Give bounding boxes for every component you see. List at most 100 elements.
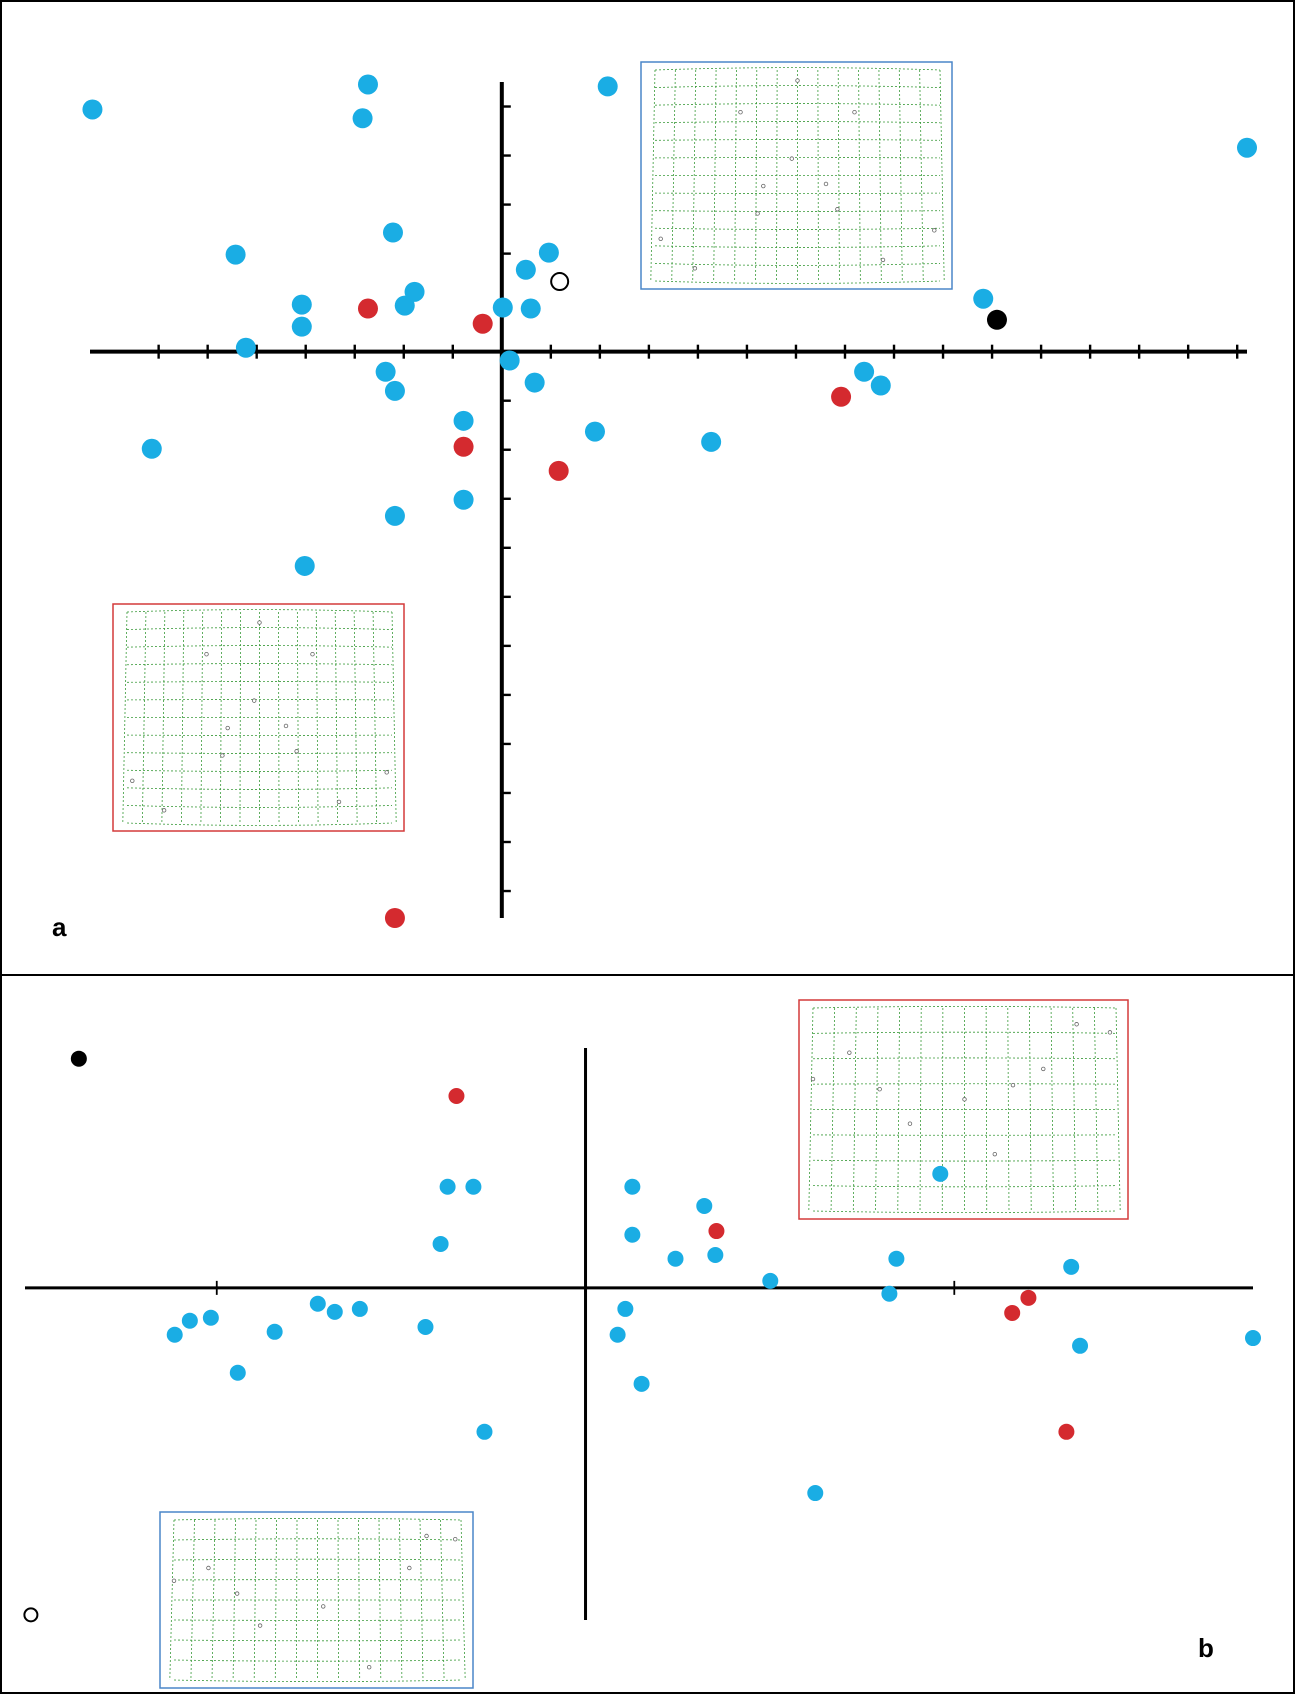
data-point bbox=[986, 309, 1007, 330]
inset-grid bbox=[830, 1007, 836, 1212]
data-point bbox=[351, 1300, 368, 1317]
data-point bbox=[141, 438, 162, 459]
data-point bbox=[448, 1087, 465, 1104]
data-point bbox=[1245, 1330, 1261, 1347]
data-point bbox=[465, 1178, 482, 1195]
inset-grid bbox=[173, 1639, 462, 1642]
data-point bbox=[888, 1250, 905, 1267]
data-point bbox=[520, 298, 541, 319]
panel-label: a bbox=[52, 912, 67, 942]
data-point bbox=[375, 361, 396, 382]
data-point bbox=[831, 386, 852, 407]
inset-landmark bbox=[336, 799, 342, 805]
data-point bbox=[584, 421, 605, 442]
inset-landmark bbox=[225, 725, 230, 731]
inset-grid bbox=[654, 67, 941, 71]
inset-grid bbox=[296, 611, 299, 824]
inset-landmark bbox=[847, 1050, 852, 1055]
inset-landmark bbox=[366, 1664, 372, 1670]
inset-landmark bbox=[424, 1533, 429, 1539]
inset-grid bbox=[173, 1518, 462, 1521]
data-point bbox=[202, 1309, 219, 1326]
inset-grid bbox=[315, 611, 319, 824]
inset-grid bbox=[919, 69, 924, 282]
data-point bbox=[82, 99, 103, 120]
data-point bbox=[550, 272, 570, 292]
inset-grid bbox=[654, 121, 941, 124]
data-point bbox=[707, 1247, 724, 1264]
data-point bbox=[1020, 1289, 1037, 1306]
data-point bbox=[762, 1272, 779, 1289]
inset-landmark bbox=[823, 181, 829, 187]
data-point bbox=[633, 1375, 650, 1392]
inset-landmark bbox=[234, 1591, 240, 1596]
data-point bbox=[432, 1235, 449, 1252]
inset-grid bbox=[460, 1519, 466, 1681]
inset-landmark bbox=[761, 183, 766, 189]
data-point bbox=[357, 298, 378, 319]
inset-landmark bbox=[130, 778, 135, 783]
inset-grid bbox=[126, 805, 393, 808]
inset-grid bbox=[126, 663, 393, 666]
inset-landmark bbox=[220, 753, 225, 758]
inset-grid bbox=[399, 1519, 403, 1681]
inset-grid bbox=[654, 139, 941, 141]
inset-landmark bbox=[384, 770, 389, 775]
inset-grid bbox=[654, 227, 941, 230]
data-point bbox=[23, 1607, 39, 1623]
data-point bbox=[548, 460, 569, 481]
inset-grid bbox=[919, 1007, 922, 1212]
inset-grid bbox=[654, 280, 941, 284]
inset-landmark bbox=[206, 1565, 211, 1571]
inset-landmark bbox=[1041, 1066, 1046, 1072]
data-point bbox=[492, 297, 513, 318]
data-point bbox=[932, 1165, 949, 1182]
inset-grid bbox=[200, 611, 204, 824]
data-point bbox=[667, 1250, 684, 1267]
data-point bbox=[394, 295, 415, 316]
inset-grid bbox=[419, 1519, 424, 1681]
inset-grid bbox=[939, 69, 945, 282]
inset-landmark bbox=[880, 257, 886, 263]
data-point bbox=[472, 313, 493, 334]
data-point bbox=[166, 1326, 183, 1343]
inset-grid bbox=[278, 611, 280, 824]
data-point bbox=[807, 1485, 824, 1502]
inset-landmark bbox=[852, 109, 857, 115]
inset-grid bbox=[126, 752, 393, 754]
data-point bbox=[538, 242, 559, 263]
inset-landmark bbox=[294, 749, 299, 754]
inset-grid bbox=[692, 69, 697, 282]
inset-landmark bbox=[810, 1076, 816, 1082]
inset-landmark bbox=[283, 723, 289, 729]
inset-landmark bbox=[795, 78, 800, 83]
data-point bbox=[384, 380, 405, 401]
inset-grid bbox=[654, 103, 941, 106]
inset-landmark bbox=[962, 1097, 967, 1102]
inset-landmark bbox=[321, 1604, 326, 1609]
data-point bbox=[597, 76, 618, 97]
data-point bbox=[476, 1423, 493, 1440]
inset-landmark bbox=[907, 1121, 913, 1126]
data-point bbox=[384, 908, 405, 928]
inset-grid bbox=[169, 1519, 175, 1681]
data-point bbox=[384, 505, 405, 526]
inset-grid bbox=[654, 263, 941, 266]
inset-landmark bbox=[692, 266, 698, 271]
data-point bbox=[382, 222, 403, 243]
inset-landmark bbox=[161, 808, 167, 813]
data-point bbox=[291, 294, 312, 315]
inset-grid bbox=[126, 769, 393, 772]
panel-label: b bbox=[1198, 1633, 1214, 1663]
data-point bbox=[1237, 137, 1257, 158]
inset-landmark bbox=[1074, 1022, 1079, 1027]
data-point bbox=[609, 1326, 626, 1343]
data-point bbox=[1063, 1258, 1080, 1275]
inset-landmark bbox=[932, 228, 937, 233]
data-point bbox=[229, 1364, 246, 1381]
inset-grid bbox=[126, 645, 393, 648]
data-point bbox=[870, 375, 891, 396]
inset-landmark bbox=[789, 156, 794, 161]
